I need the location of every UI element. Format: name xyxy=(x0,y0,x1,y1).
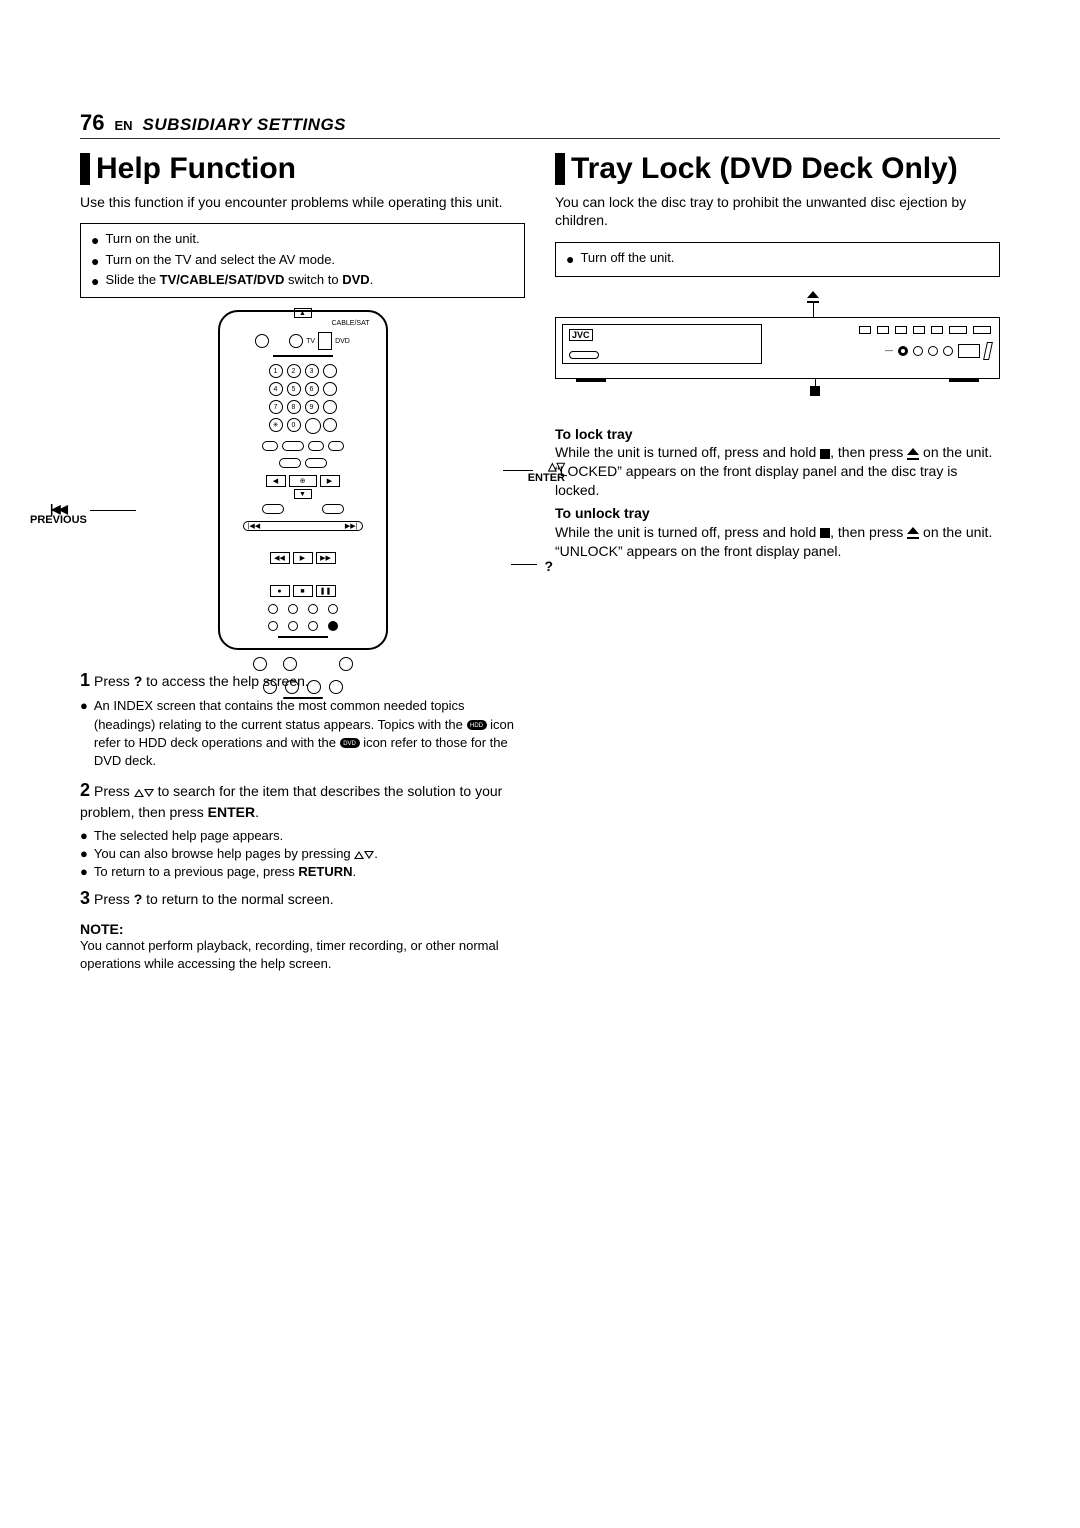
numpad: 123 456 789 ✳0 xyxy=(269,364,337,434)
stop-icon-2 xyxy=(820,528,830,538)
step2-b3: To return to a previous page, press RETU… xyxy=(94,863,356,881)
page-lang: EN xyxy=(114,118,132,133)
tray-intro: You can lock the disc tray to prohibit t… xyxy=(555,193,1000,231)
deck-brand: JVC xyxy=(569,329,593,341)
unlock-head: To unlock tray xyxy=(555,504,1000,523)
prereq-box-tray: ●Turn off the unit. xyxy=(555,242,1000,276)
prereq-2: Turn on the TV and select the AV mode. xyxy=(105,251,335,271)
hdd-icon xyxy=(467,720,487,730)
prereq-1: Turn on the unit. xyxy=(105,230,199,250)
remote-shell: CABLE/SAT TV DVD 123 456 789 ✳0 xyxy=(218,310,388,650)
deck-body: JVC — xyxy=(555,317,1000,379)
page-number: 76 xyxy=(80,110,104,136)
prereq-3: Slide the TV/CABLE/SAT/DVD switch to DVD… xyxy=(105,271,373,291)
tray-title: Tray Lock (DVD Deck Only) xyxy=(555,153,1000,185)
deck-figure: JVC — xyxy=(555,289,1000,399)
step-3: 3Press ? to return to the normal screen. xyxy=(80,886,525,911)
switch-row: TV DVD xyxy=(255,332,350,350)
step2-b1: The selected help page appears. xyxy=(94,827,283,845)
page-header: 76 EN SUBSIDIARY SETTINGS xyxy=(80,110,1000,139)
stop-icon xyxy=(820,449,830,459)
left-column: Help Function Use this function if you e… xyxy=(80,153,525,973)
enter-label: ENTER xyxy=(528,472,565,484)
note-body: You cannot perform playback, recording, … xyxy=(80,937,525,973)
cable-sat-text: CABLE/SAT xyxy=(228,320,378,327)
remote-figure: |◀◀ PREVIOUS △▽ ENTER ? CABLE/SAT TV xyxy=(80,310,525,650)
prereq-tray-1: Turn off the unit. xyxy=(580,249,674,269)
right-column: Tray Lock (DVD Deck Only) You can lock t… xyxy=(555,153,1000,973)
question-label: ? xyxy=(544,558,553,574)
deck-panel: — xyxy=(811,326,991,372)
unlock-body: While the unit is turned off, press and … xyxy=(555,524,992,559)
eject-icon xyxy=(907,448,919,460)
step2-b2: You can also browse help pages by pressi… xyxy=(94,845,378,863)
eject-icon-2 xyxy=(907,527,919,539)
note-label: NOTE: xyxy=(80,921,525,937)
previous-label: PREVIOUS xyxy=(30,514,87,526)
deck-tray: JVC xyxy=(562,324,762,364)
dpad: ◀⊕▶ ▼ xyxy=(258,475,348,487)
chapter-title: SUBSIDIARY SETTINGS xyxy=(143,115,346,135)
help-title: Help Function xyxy=(80,153,525,185)
help-intro: Use this function if you encounter probl… xyxy=(80,193,525,212)
columns: Help Function Use this function if you e… xyxy=(80,153,1000,973)
step1-bullet: An INDEX screen that contains the most c… xyxy=(94,697,525,770)
dvd-icon xyxy=(340,738,360,748)
prereq-box-help: ●Turn on the unit. ●Turn on the TV and s… xyxy=(80,223,525,298)
step-2: 2Press to search for the item that descr… xyxy=(80,778,525,823)
lock-head: To lock tray xyxy=(555,425,1000,444)
lock-body: While the unit is turned off, press and … xyxy=(555,444,992,498)
